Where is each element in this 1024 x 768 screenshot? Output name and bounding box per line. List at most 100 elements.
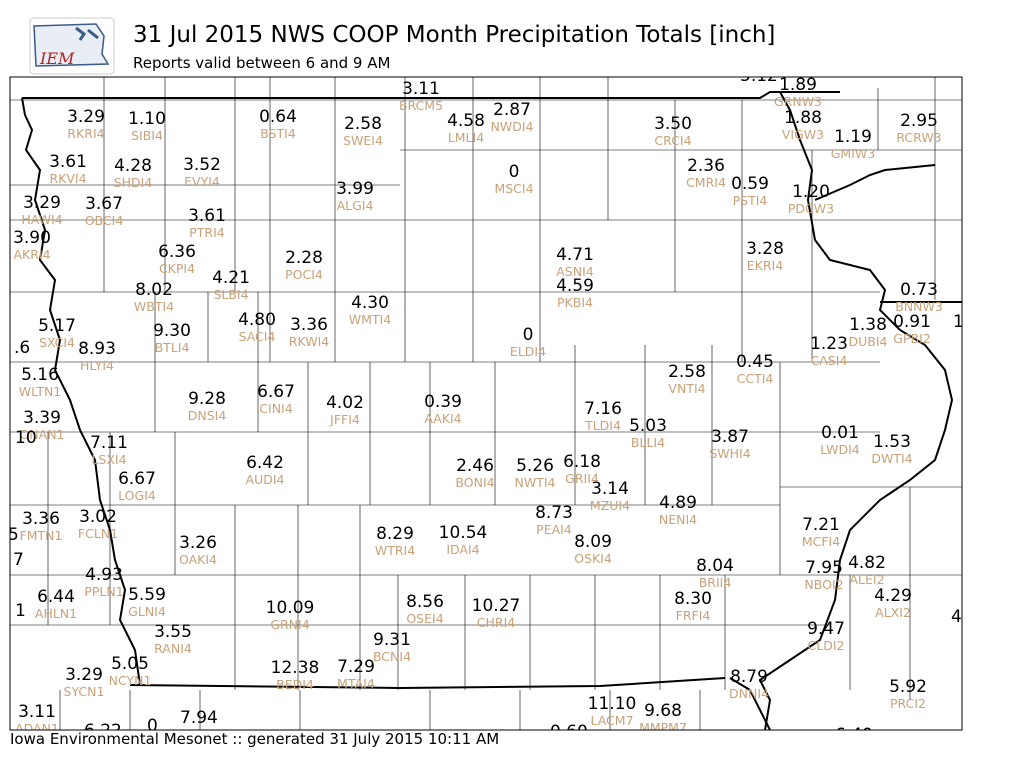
station-id: RCRW3 [896,130,941,145]
station-id: GLNI4 [128,604,166,619]
page-subtitle: Reports valid between 6 and 9 AM [133,54,391,72]
precip-value: 4.30 [351,293,389,313]
precip-value: 4.80 [238,310,276,330]
station-id: BCNI4 [373,649,411,664]
precip-value: 1.53 [873,432,911,452]
edge-precip-value: 6.22 [84,721,122,741]
precip-value: 7.95 [805,558,843,578]
edge-precip-value: 1 [15,601,26,621]
precip-value: 3.39 [23,408,61,428]
precip-value: 10.09 [266,598,315,618]
precip-value: 10.54 [439,523,488,543]
precip-value: 2.28 [285,248,323,268]
precip-value: 3.87 [711,427,749,447]
precip-value: 5.05 [111,654,149,674]
precip-value: 11.10 [588,694,637,714]
station-id: CLDI2 [808,638,845,653]
precip-value: 5.59 [128,585,166,605]
station-id: EKRI4 [747,258,783,273]
station-id: CINI4 [259,401,292,416]
edge-precip-value: 7 [13,550,24,570]
precip-value: 0.64 [259,107,297,127]
station-id: MZUI4 [590,498,630,513]
precip-value: 3.36 [22,509,60,529]
station-id: PKBI4 [557,295,593,310]
precip-value: 3.29 [67,107,105,127]
precip-value: 3.29 [65,665,103,685]
station-id: GPBI2 [893,331,930,346]
precip-value: 8.29 [376,524,414,544]
precip-value: 10.27 [472,596,521,616]
station-id: DUBI4 [849,334,888,349]
station-id: MMPM7 [639,720,687,735]
precip-value: 0.59 [731,174,769,194]
station-id: SWHI4 [709,446,750,461]
precip-value: 2.95 [900,111,938,131]
precip-value: 3.11 [402,79,440,99]
precip-value: 1.89 [779,75,817,95]
station-id: ELDI4 [510,344,546,359]
station-id: GRNI4 [270,617,309,632]
precip-value: 4.21 [212,268,250,288]
station-id: WBTI4 [134,299,174,314]
station-id: VIGW3 [782,127,824,142]
station-id: SYCN1 [64,684,105,699]
precip-value: 6.44 [37,587,75,607]
station-id: PPLN1 [84,584,123,599]
precip-value: 3.55 [154,622,192,642]
edge-precip-value: 5.12 [740,66,778,86]
station-id: SWEI4 [343,133,383,148]
precip-value: 6.67 [257,382,295,402]
precip-value: 9.68 [644,701,682,721]
station-id: PDCW3 [788,201,834,216]
station-id: AAKI4 [424,411,461,426]
precip-value: 4.89 [659,493,697,513]
precip-value: 5.16 [21,365,59,385]
precip-value: 0.91 [893,312,931,332]
station-id: NCYN1 [109,673,152,688]
edge-precip-value: 5 [8,525,19,545]
station-id: AUDI4 [246,472,285,487]
precip-value: 0.39 [424,392,462,412]
precip-value: 6.42 [246,453,284,473]
station-id: POCI4 [285,267,323,282]
station-id: IDAI4 [446,542,479,557]
station-id: ONAN1 [19,427,64,442]
precip-value: 6.67 [118,469,156,489]
station-id: FMTN1 [20,528,63,543]
station-id: RKRI4 [67,126,104,141]
edge-precip-value: 0 [147,716,158,736]
precip-value: 3.90 [13,228,51,248]
precip-value: 3.36 [290,315,328,335]
station-id: AHLN1 [35,606,77,621]
